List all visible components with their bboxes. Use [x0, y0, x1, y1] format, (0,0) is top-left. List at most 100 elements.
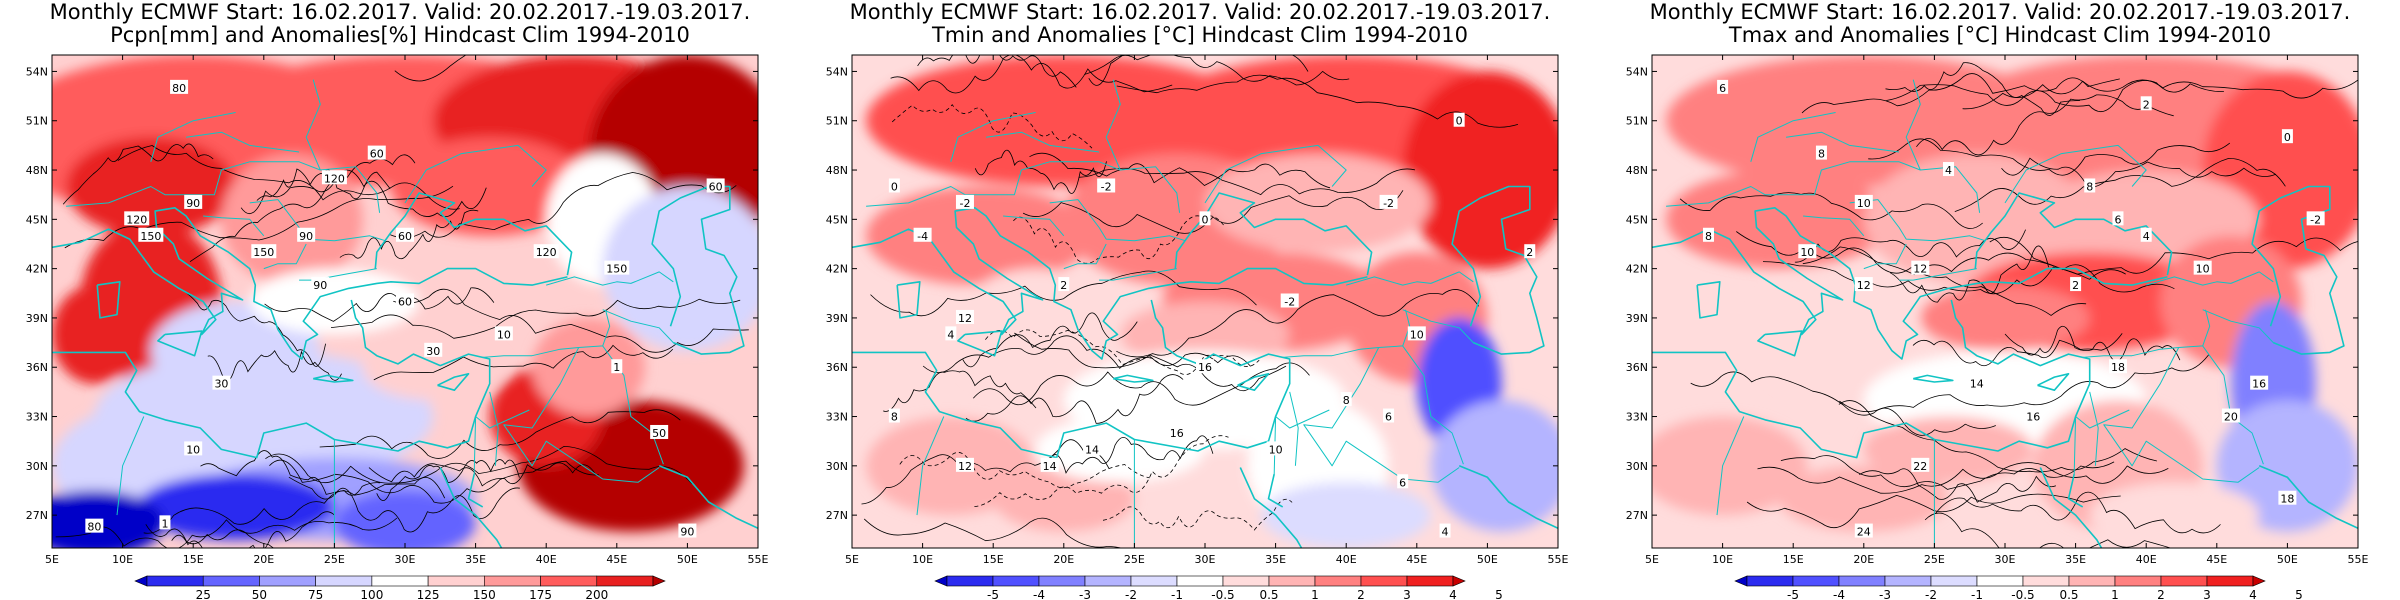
contour-label-box	[159, 515, 171, 530]
contour-label-box	[955, 457, 974, 472]
contour-label-box	[2281, 129, 2293, 144]
isoline	[62, 143, 214, 205]
country-border	[1786, 131, 1900, 153]
contour-label: 8	[891, 411, 898, 424]
lon-tick-label: 25E	[324, 553, 345, 566]
isoline	[974, 435, 1229, 507]
contour-label: 2	[2143, 98, 2150, 111]
country-border	[503, 347, 660, 483]
contour-label-box	[138, 227, 164, 242]
country-border	[866, 161, 1181, 213]
colorbar-label: 5	[1495, 588, 1503, 600]
lon-tick-label: 35E	[2065, 553, 2086, 566]
colorbar-label: 5	[2295, 588, 2303, 600]
colorbar-swatch	[2206, 575, 2254, 587]
contour-label-box	[124, 211, 150, 226]
lat-tick-label: 30N	[1626, 460, 1648, 473]
lat-tick-label: 48N	[826, 164, 848, 177]
lon-tick-label: 50E	[1477, 553, 1498, 566]
lon-tick-label: 15E	[983, 553, 1004, 566]
contour-label: 4	[1442, 526, 1449, 539]
contour-label-box	[297, 227, 316, 242]
anomaly-region	[993, 465, 1135, 532]
colorbar-label: 0.5	[1259, 588, 1278, 600]
contour-label-box	[888, 178, 900, 193]
lon-tick-label: 15E	[1783, 553, 1804, 566]
contour-label: 8	[1705, 230, 1712, 243]
contour-label: 6	[1719, 82, 1726, 95]
country-border	[489, 391, 499, 466]
isoline	[1989, 237, 2358, 275]
isoline	[288, 476, 520, 533]
isolines	[55, 55, 749, 548]
contour-label: 16	[2026, 411, 2040, 424]
isoline	[1886, 80, 2224, 113]
colorbar-label: -3	[1879, 588, 1891, 600]
isoline	[962, 312, 1138, 368]
contour-label-box	[1196, 359, 1214, 374]
country-border	[404, 144, 547, 204]
isoline	[200, 450, 381, 496]
panel-title-line2: Pcpn[mm] and Anomalies[%] Hindcast Clim …	[110, 23, 690, 47]
contour-label-box	[1911, 457, 1930, 472]
colorbar-swatch	[1222, 575, 1270, 587]
lat-tick-label: 45N	[1626, 213, 1648, 226]
isoline	[376, 459, 520, 501]
panel-title-line2: Tmin and Anomalies [°C] Hindcast Clim 19…	[931, 23, 1469, 47]
contour-label: 10	[1269, 443, 1283, 456]
isolines	[1679, 62, 2358, 548]
coastline	[2251, 185, 2345, 355]
contour-label-box	[1967, 375, 1986, 390]
lat-tick-label: 39N	[826, 312, 848, 325]
lat-tick-label: 30N	[826, 460, 848, 473]
contour-label: 0	[2284, 131, 2291, 144]
colorbar-label: -0.5	[1211, 588, 1234, 600]
contour-label-box	[1453, 112, 1465, 127]
contour-label-box	[251, 244, 277, 259]
isoline	[207, 350, 342, 382]
isoline	[1924, 512, 2172, 548]
anomaly-region	[1430, 400, 1558, 532]
isoline	[55, 517, 398, 548]
coastline	[896, 281, 921, 319]
isoline	[1690, 371, 1996, 436]
lat-tick-label: 27N	[1626, 509, 1648, 522]
isoline	[1078, 163, 1331, 189]
panel-tmax: Monthly ECMWF Start: 16.02.2017. Valid: …	[1600, 0, 2400, 600]
contour-label: 0	[1456, 115, 1463, 128]
country-border	[305, 79, 321, 171]
isoline	[189, 154, 416, 263]
lon-tick-label: 5E	[845, 553, 859, 566]
lon-tick-label: 55E	[2348, 553, 2369, 566]
isoline	[1736, 231, 2087, 316]
isoline	[1801, 73, 2120, 114]
isoline	[863, 517, 1123, 548]
contour-label-box	[1854, 194, 1873, 209]
anomaly-region	[1035, 416, 1205, 483]
lat-tick-label: 42N	[1626, 263, 1648, 276]
country-border	[1402, 309, 1474, 343]
lon-tick-label: 5E	[45, 553, 59, 566]
anomaly-region	[52, 285, 137, 384]
colorbar-label: -4	[1833, 588, 1845, 600]
lat-tick-label: 48N	[1626, 164, 1648, 177]
lon-tick-label: 10E	[112, 553, 133, 566]
contour-label-box	[678, 523, 697, 538]
isoline	[917, 55, 1077, 88]
contour-label: 80	[172, 82, 186, 95]
panel-title-line1: Monthly ECMWF Start: 16.02.2017. Valid: …	[849, 0, 1551, 24]
contour-label: 12	[958, 312, 972, 325]
contour-label-box	[2306, 211, 2325, 226]
country-border	[299, 268, 377, 281]
isoline	[1780, 455, 2115, 490]
isoline	[1889, 245, 2049, 303]
contour-label-box	[184, 441, 203, 456]
contour-label-box	[1407, 326, 1426, 341]
country-border	[1099, 268, 1177, 281]
country-border	[986, 131, 1100, 153]
coastline	[852, 299, 1291, 459]
lon-tick-label: 40E	[1336, 553, 1357, 566]
lat-tick-label: 36N	[26, 361, 48, 374]
panel-precipitation: Monthly ECMWF Start: 16.02.2017. Valid: …	[0, 0, 800, 600]
